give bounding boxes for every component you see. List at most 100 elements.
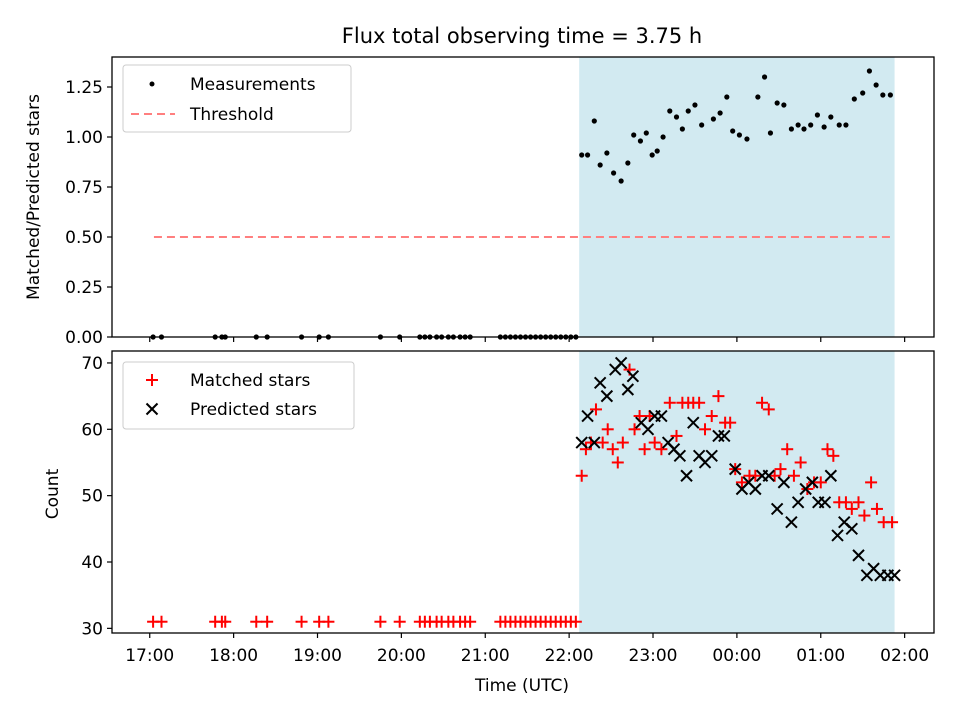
x-tick-label: 21:00 bbox=[461, 646, 510, 666]
matched-star-point bbox=[663, 396, 676, 409]
cross-b bbox=[888, 569, 901, 582]
measurements-legend-label: Measurements bbox=[190, 75, 316, 95]
predicted-star-point bbox=[749, 482, 762, 496]
measurement-point bbox=[692, 102, 698, 108]
cross-b bbox=[749, 482, 762, 496]
cross-b bbox=[712, 429, 725, 443]
measurement-point bbox=[643, 130, 649, 136]
matched-star-point bbox=[322, 615, 335, 628]
measurement-point bbox=[788, 126, 795, 132]
predicted-star-point bbox=[785, 515, 798, 529]
cross-b bbox=[845, 522, 859, 536]
y-tick-label: 60 bbox=[81, 420, 103, 440]
x-tick-label: 23:00 bbox=[629, 646, 678, 666]
matched-star-point bbox=[886, 516, 899, 529]
x-tick-label: 17:00 bbox=[125, 646, 174, 666]
matched-star-point bbox=[606, 443, 619, 456]
cross-b bbox=[729, 462, 742, 476]
measurement-point bbox=[679, 126, 685, 132]
y-tick-label: 70 bbox=[81, 354, 103, 374]
cross-b bbox=[626, 370, 640, 383]
predicted-star-point bbox=[729, 462, 742, 476]
cross-b bbox=[145, 402, 159, 416]
cross-b bbox=[806, 476, 819, 489]
matched-star-point bbox=[638, 443, 651, 456]
matched-star-point bbox=[756, 396, 769, 409]
top-plot-frame bbox=[111, 56, 935, 338]
x-tick-label: 01:00 bbox=[796, 646, 845, 666]
measurement-point bbox=[736, 132, 743, 138]
cross-b bbox=[818, 496, 832, 509]
cross-b bbox=[791, 496, 805, 509]
chart-title: Flux total observing time = 3.75 h bbox=[342, 24, 702, 48]
matched-star-point bbox=[865, 476, 878, 489]
predicted-star-point bbox=[791, 496, 805, 509]
cross-b bbox=[831, 529, 844, 542]
x-tick-label: 00:00 bbox=[712, 646, 761, 666]
cross-b bbox=[852, 549, 865, 562]
cross-b bbox=[785, 515, 798, 529]
matched-star-point bbox=[794, 456, 807, 469]
measurement-point bbox=[887, 92, 893, 98]
measurement-point bbox=[843, 122, 849, 128]
matched-star-point bbox=[839, 496, 852, 509]
cross-b bbox=[635, 416, 648, 429]
matched-star-point bbox=[814, 476, 827, 489]
measurement-point bbox=[618, 178, 624, 184]
measurement-point bbox=[755, 94, 761, 100]
predicted-star-point bbox=[626, 370, 640, 383]
matched-star-point bbox=[250, 615, 263, 628]
cross-b bbox=[621, 383, 635, 396]
measurement-point bbox=[761, 74, 768, 80]
predicted-star-point bbox=[655, 409, 668, 423]
x-tick-label: 18:00 bbox=[209, 646, 258, 666]
matched-star-point bbox=[261, 615, 274, 628]
y-tick-label: 1.00 bbox=[65, 128, 103, 148]
matched-star-point bbox=[781, 443, 794, 456]
bottom-plot-frame bbox=[111, 350, 935, 634]
y-tick-label: 0.00 bbox=[65, 328, 103, 348]
matched-star-point bbox=[724, 416, 737, 429]
cross-b bbox=[641, 423, 655, 436]
bottom-y-axis-label: Count bbox=[43, 468, 63, 519]
measurement-point bbox=[685, 108, 691, 114]
measurement-point bbox=[781, 102, 787, 108]
matched-star-point bbox=[787, 469, 800, 482]
predicted-star-point bbox=[621, 383, 635, 396]
predicted-star-point bbox=[593, 376, 607, 390]
cross-b bbox=[581, 409, 594, 423]
measurement-point bbox=[724, 94, 730, 100]
matched-star-point bbox=[858, 509, 871, 522]
cross-b bbox=[614, 356, 628, 370]
predicted-star-point bbox=[770, 502, 784, 516]
measurement-point bbox=[821, 124, 827, 130]
predicted-stars-series bbox=[575, 356, 901, 582]
measurement-point bbox=[637, 138, 644, 144]
x-tick-label: 20:00 bbox=[377, 646, 426, 666]
matched-star-point bbox=[393, 615, 406, 628]
matched-star-point bbox=[569, 615, 582, 628]
matched-star-point bbox=[827, 449, 840, 462]
measurement-point bbox=[584, 152, 591, 158]
cross-b bbox=[742, 476, 755, 489]
matched-star-point bbox=[648, 436, 661, 449]
cross-b bbox=[661, 436, 675, 449]
legend-cross bbox=[145, 402, 159, 416]
cross-b bbox=[867, 562, 880, 575]
measurement-point bbox=[660, 134, 666, 140]
measurement-point bbox=[808, 122, 814, 128]
measurement-point bbox=[801, 126, 807, 132]
measurement-point bbox=[767, 130, 774, 136]
matched-star-point bbox=[774, 463, 787, 476]
matched-star-point bbox=[601, 423, 614, 436]
measurement-point bbox=[610, 170, 617, 176]
matched-star-point bbox=[670, 429, 683, 442]
bottom-legend: Matched stars Predicted stars bbox=[122, 361, 355, 430]
matched-star-point bbox=[464, 615, 477, 628]
measurement-point bbox=[866, 68, 873, 74]
bottom-panel: 30 40 50 60 70 17:00 18:00 19:00 20:00 21:00 22:0… bbox=[43, 350, 935, 696]
measurement-point bbox=[667, 108, 673, 114]
measurement-point bbox=[717, 110, 723, 116]
matched-star-point bbox=[749, 469, 762, 482]
